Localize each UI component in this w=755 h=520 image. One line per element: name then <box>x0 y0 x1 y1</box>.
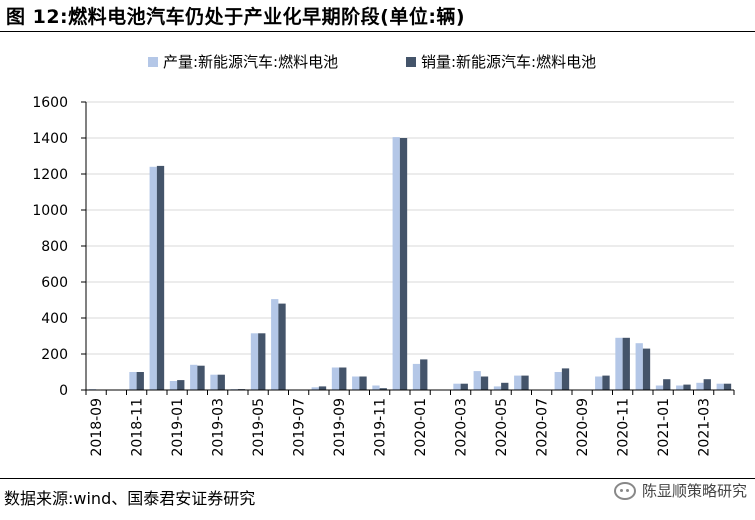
bar-sales <box>480 376 489 390</box>
x-tick-label: 2018-11 <box>130 398 146 457</box>
legend-item-production: 产量:新能源汽车:燃料电池 <box>148 51 338 72</box>
bar-chart: 0 200 400 600 800 1000 1200 1400 1600 2018-09 2018… <box>32 95 735 457</box>
bar-sales <box>501 382 509 390</box>
bar-production <box>169 381 178 390</box>
bar-production <box>655 385 664 390</box>
bar-production <box>514 375 522 390</box>
bar-sales <box>399 138 408 390</box>
bar-production <box>331 367 340 390</box>
y-tick-label: 200 <box>41 347 68 363</box>
bar-production <box>554 372 562 390</box>
bar-sales <box>156 165 165 390</box>
bar-sales <box>561 368 570 390</box>
bar-production <box>493 386 502 390</box>
watermark-label: 陈显顺策略研究 <box>641 482 747 500</box>
bar-sales <box>602 375 610 390</box>
x-tick-label: 2021-01 <box>656 398 672 457</box>
bar-production <box>372 385 380 390</box>
bar-production <box>716 383 724 390</box>
x-tick-label: 2019-05 <box>251 398 267 457</box>
bar-production <box>271 299 279 390</box>
data-source-note: 数据来源:wind、国泰君安证券研究 <box>4 489 256 508</box>
bar-production <box>453 383 461 390</box>
bar-sales <box>683 384 691 390</box>
x-tick-label: 2021-03 <box>697 398 713 457</box>
bar-sales <box>217 374 225 390</box>
y-tick-label: 1000 <box>32 203 68 219</box>
bar-sales <box>703 379 711 390</box>
x-tick-label: 2018-09 <box>89 398 105 457</box>
bar-sales <box>177 380 185 390</box>
x-tick-label: 2019-09 <box>332 398 348 457</box>
bar-sales <box>359 376 367 390</box>
bar-production <box>696 382 704 390</box>
legend-label-production: 产量:新能源汽车:燃料电池 <box>163 53 339 71</box>
y-tick-label: 1600 <box>32 95 68 111</box>
y-tick-label: 800 <box>41 239 68 255</box>
bar-production <box>129 372 137 390</box>
x-tick-label: 2020-05 <box>494 398 510 457</box>
bar-sales <box>339 367 347 390</box>
y-tick-label: 1200 <box>32 167 68 183</box>
y-tick-label: 600 <box>41 275 68 291</box>
footer-divider <box>0 478 755 479</box>
x-tick-label: 2019-03 <box>211 398 227 457</box>
y-tick-label: 400 <box>41 311 68 327</box>
x-tick-label: 2019-01 <box>170 398 186 457</box>
title-divider <box>0 31 755 32</box>
bar-sales <box>460 383 468 390</box>
x-tick-label: 2019-07 <box>292 398 308 457</box>
bar-production <box>190 364 198 390</box>
bar-sales <box>663 379 671 390</box>
bar-production <box>615 337 623 390</box>
bar-production <box>392 137 400 390</box>
bar-sales <box>723 383 732 390</box>
x-tick-label: 2020-09 <box>575 398 591 457</box>
bar-production <box>210 374 218 390</box>
watermark: 陈显顺策略研究 <box>613 480 747 501</box>
bar-production <box>676 385 684 390</box>
x-tick-label: 2020-11 <box>616 398 632 457</box>
bar-sales <box>379 388 387 390</box>
bar-sales <box>420 359 428 390</box>
y-tick-label: 1400 <box>32 131 68 147</box>
legend-label-sales: 销量:新能源汽车:燃料电池 <box>421 53 597 71</box>
x-tick-label: 2020-07 <box>535 398 551 457</box>
bar-sales <box>258 333 266 390</box>
bar-sales <box>318 386 327 390</box>
bar-sales <box>136 372 144 390</box>
bar-sales <box>642 348 651 390</box>
bar-production <box>352 376 360 390</box>
legend-swatch-sales <box>406 56 416 67</box>
bar-sales <box>278 303 286 390</box>
legend-item-sales: 销量:新能源汽车:燃料电池 <box>406 51 596 72</box>
y-tick-label: 0 <box>59 383 68 399</box>
bar-production <box>635 343 643 390</box>
chart-title: 图 12:燃料电池汽车仍处于产业化早期阶段(单位:辆) <box>6 6 466 28</box>
bar-production <box>250 333 259 390</box>
bar-production <box>311 387 319 390</box>
x-tick-label: 2020-01 <box>413 398 429 457</box>
bar-production <box>595 376 603 390</box>
x-tick-label: 2020-03 <box>454 398 470 457</box>
bar-sales <box>622 337 630 390</box>
x-tick-label: 2019-11 <box>373 398 389 457</box>
bar-sales <box>521 375 529 390</box>
legend-swatch-production <box>148 56 158 67</box>
bar-production <box>473 371 481 390</box>
bar-production <box>149 166 157 390</box>
bar-sales <box>197 365 205 390</box>
chart-legend: 产量:新能源汽车:燃料电池 销量:新能源汽车:燃料电池 <box>0 51 755 73</box>
bar-production <box>412 363 421 390</box>
wechat-icon <box>613 481 636 500</box>
